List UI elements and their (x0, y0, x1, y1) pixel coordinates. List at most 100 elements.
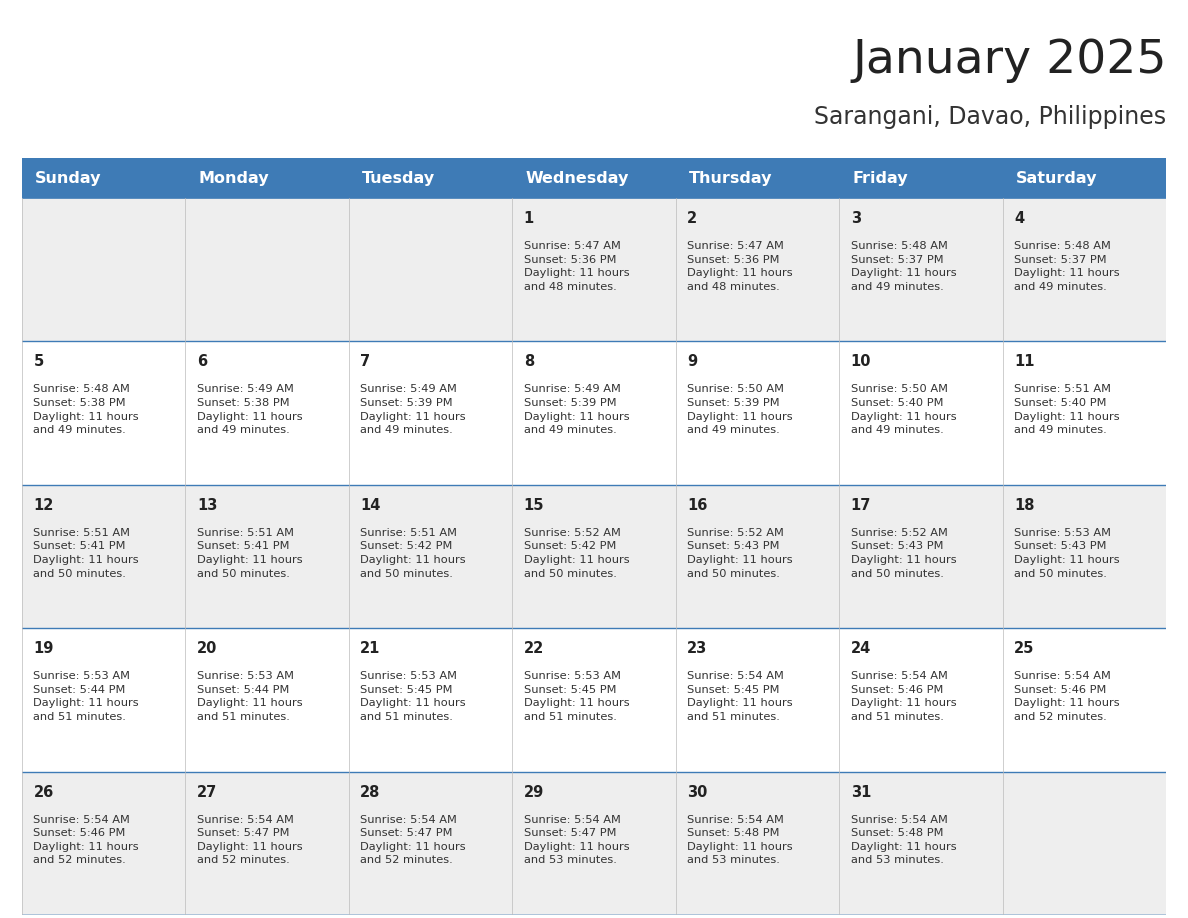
Bar (839, 158, 1003, 198)
Polygon shape (158, 847, 190, 881)
Text: Sunrise: 5:51 AM
Sunset: 5:42 PM
Daylight: 11 hours
and 50 minutes.: Sunrise: 5:51 AM Sunset: 5:42 PM Dayligh… (360, 528, 466, 578)
Bar (1003, 485, 1165, 628)
Text: Sunrise: 5:53 AM
Sunset: 5:45 PM
Daylight: 11 hours
and 51 minutes.: Sunrise: 5:53 AM Sunset: 5:45 PM Dayligh… (524, 671, 630, 722)
Text: 9: 9 (687, 354, 697, 369)
Text: 17: 17 (851, 498, 871, 513)
Text: 20: 20 (197, 641, 217, 656)
Bar (512, 341, 676, 485)
Text: Sunrise: 5:54 AM
Sunset: 5:47 PM
Daylight: 11 hours
and 52 minutes.: Sunrise: 5:54 AM Sunset: 5:47 PM Dayligh… (360, 814, 466, 866)
Text: 13: 13 (197, 498, 217, 513)
Text: Sunrise: 5:48 AM
Sunset: 5:38 PM
Daylight: 11 hours
and 49 minutes.: Sunrise: 5:48 AM Sunset: 5:38 PM Dayligh… (33, 385, 139, 435)
Bar (512, 485, 676, 628)
Text: Sunrise: 5:54 AM
Sunset: 5:48 PM
Daylight: 11 hours
and 53 minutes.: Sunrise: 5:54 AM Sunset: 5:48 PM Dayligh… (851, 814, 956, 866)
Bar (349, 485, 512, 628)
Text: Sunrise: 5:53 AM
Sunset: 5:44 PM
Daylight: 11 hours
and 51 minutes.: Sunrise: 5:53 AM Sunset: 5:44 PM Dayligh… (33, 671, 139, 722)
Text: Sunrise: 5:47 AM
Sunset: 5:36 PM
Daylight: 11 hours
and 48 minutes.: Sunrise: 5:47 AM Sunset: 5:36 PM Dayligh… (524, 241, 630, 292)
Bar (185, 198, 349, 341)
Text: January 2025: January 2025 (852, 39, 1167, 84)
Text: 12: 12 (33, 498, 53, 513)
Bar (23, 772, 185, 915)
Text: Sunrise: 5:48 AM
Sunset: 5:37 PM
Daylight: 11 hours
and 49 minutes.: Sunrise: 5:48 AM Sunset: 5:37 PM Dayligh… (1015, 241, 1119, 292)
Text: 24: 24 (851, 641, 871, 656)
Text: Sunday: Sunday (36, 171, 102, 185)
Text: 25: 25 (1015, 641, 1035, 656)
Text: 19: 19 (33, 641, 53, 656)
Bar (349, 158, 512, 198)
Bar (185, 628, 349, 772)
Text: Sunrise: 5:50 AM
Sunset: 5:39 PM
Daylight: 11 hours
and 49 minutes.: Sunrise: 5:50 AM Sunset: 5:39 PM Dayligh… (687, 385, 792, 435)
Bar (839, 628, 1003, 772)
Text: Sarangani, Davao, Philippines: Sarangani, Davao, Philippines (815, 105, 1167, 129)
Text: Saturday: Saturday (1016, 171, 1098, 185)
Text: Sunrise: 5:54 AM
Sunset: 5:45 PM
Daylight: 11 hours
and 51 minutes.: Sunrise: 5:54 AM Sunset: 5:45 PM Dayligh… (687, 671, 792, 722)
Bar (23, 198, 185, 341)
Text: 30: 30 (687, 785, 708, 800)
Text: Sunrise: 5:52 AM
Sunset: 5:43 PM
Daylight: 11 hours
and 50 minutes.: Sunrise: 5:52 AM Sunset: 5:43 PM Dayligh… (851, 528, 956, 578)
Bar (349, 628, 512, 772)
Text: Sunrise: 5:54 AM
Sunset: 5:47 PM
Daylight: 11 hours
and 52 minutes.: Sunrise: 5:54 AM Sunset: 5:47 PM Dayligh… (197, 814, 303, 866)
Bar (1003, 198, 1165, 341)
Text: 1: 1 (524, 211, 533, 226)
Text: Thursday: Thursday (689, 171, 772, 185)
Text: 21: 21 (360, 641, 380, 656)
Text: Sunrise: 5:52 AM
Sunset: 5:43 PM
Daylight: 11 hours
and 50 minutes.: Sunrise: 5:52 AM Sunset: 5:43 PM Dayligh… (687, 528, 792, 578)
Text: Wednesday: Wednesday (525, 171, 628, 185)
Text: General: General (55, 837, 153, 857)
Text: Sunrise: 5:54 AM
Sunset: 5:46 PM
Daylight: 11 hours
and 51 minutes.: Sunrise: 5:54 AM Sunset: 5:46 PM Dayligh… (851, 671, 956, 722)
Bar (512, 628, 676, 772)
Bar (839, 772, 1003, 915)
Text: 10: 10 (851, 354, 871, 369)
Text: Monday: Monday (198, 171, 270, 185)
Text: Sunrise: 5:50 AM
Sunset: 5:40 PM
Daylight: 11 hours
and 49 minutes.: Sunrise: 5:50 AM Sunset: 5:40 PM Dayligh… (851, 385, 956, 435)
Text: 23: 23 (687, 641, 707, 656)
Bar (349, 772, 512, 915)
Text: 7: 7 (360, 354, 371, 369)
Bar (839, 485, 1003, 628)
Bar (676, 628, 839, 772)
Bar (1003, 628, 1165, 772)
Text: Sunrise: 5:52 AM
Sunset: 5:42 PM
Daylight: 11 hours
and 50 minutes.: Sunrise: 5:52 AM Sunset: 5:42 PM Dayligh… (524, 528, 630, 578)
Bar (185, 158, 349, 198)
Text: 18: 18 (1015, 498, 1035, 513)
Text: 6: 6 (197, 354, 207, 369)
Text: Sunrise: 5:54 AM
Sunset: 5:47 PM
Daylight: 11 hours
and 53 minutes.: Sunrise: 5:54 AM Sunset: 5:47 PM Dayligh… (524, 814, 630, 866)
Bar (676, 485, 839, 628)
Text: Sunrise: 5:49 AM
Sunset: 5:38 PM
Daylight: 11 hours
and 49 minutes.: Sunrise: 5:49 AM Sunset: 5:38 PM Dayligh… (197, 385, 303, 435)
Text: 8: 8 (524, 354, 533, 369)
Text: Sunrise: 5:53 AM
Sunset: 5:45 PM
Daylight: 11 hours
and 51 minutes.: Sunrise: 5:53 AM Sunset: 5:45 PM Dayligh… (360, 671, 466, 722)
Text: 3: 3 (851, 211, 861, 226)
Bar (676, 198, 839, 341)
Bar (1003, 772, 1165, 915)
Text: Sunrise: 5:54 AM
Sunset: 5:46 PM
Daylight: 11 hours
and 52 minutes.: Sunrise: 5:54 AM Sunset: 5:46 PM Dayligh… (33, 814, 139, 866)
Bar (23, 158, 185, 198)
Text: Sunrise: 5:53 AM
Sunset: 5:44 PM
Daylight: 11 hours
and 51 minutes.: Sunrise: 5:53 AM Sunset: 5:44 PM Dayligh… (197, 671, 303, 722)
Bar (23, 485, 185, 628)
Bar (23, 341, 185, 485)
Text: 16: 16 (687, 498, 708, 513)
Bar (676, 772, 839, 915)
Text: Blue: Blue (95, 883, 150, 903)
Text: 14: 14 (360, 498, 380, 513)
Text: 22: 22 (524, 641, 544, 656)
Bar (676, 341, 839, 485)
Text: Sunrise: 5:47 AM
Sunset: 5:36 PM
Daylight: 11 hours
and 48 minutes.: Sunrise: 5:47 AM Sunset: 5:36 PM Dayligh… (687, 241, 792, 292)
Text: Tuesday: Tuesday (362, 171, 435, 185)
Text: Sunrise: 5:51 AM
Sunset: 5:41 PM
Daylight: 11 hours
and 50 minutes.: Sunrise: 5:51 AM Sunset: 5:41 PM Dayligh… (33, 528, 139, 578)
Text: 5: 5 (33, 354, 44, 369)
Bar (23, 628, 185, 772)
Bar (185, 341, 349, 485)
Text: Sunrise: 5:51 AM
Sunset: 5:41 PM
Daylight: 11 hours
and 50 minutes.: Sunrise: 5:51 AM Sunset: 5:41 PM Dayligh… (197, 528, 303, 578)
Text: Sunrise: 5:48 AM
Sunset: 5:37 PM
Daylight: 11 hours
and 49 minutes.: Sunrise: 5:48 AM Sunset: 5:37 PM Dayligh… (851, 241, 956, 292)
Text: 2: 2 (687, 211, 697, 226)
Text: 27: 27 (197, 785, 217, 800)
Bar (185, 485, 349, 628)
Bar (1003, 158, 1165, 198)
Text: Sunrise: 5:54 AM
Sunset: 5:48 PM
Daylight: 11 hours
and 53 minutes.: Sunrise: 5:54 AM Sunset: 5:48 PM Dayligh… (687, 814, 792, 866)
Bar (512, 772, 676, 915)
Bar (839, 198, 1003, 341)
Text: Sunrise: 5:51 AM
Sunset: 5:40 PM
Daylight: 11 hours
and 49 minutes.: Sunrise: 5:51 AM Sunset: 5:40 PM Dayligh… (1015, 385, 1119, 435)
Text: 26: 26 (33, 785, 53, 800)
Text: 31: 31 (851, 785, 871, 800)
Text: 28: 28 (360, 785, 380, 800)
Text: Sunrise: 5:49 AM
Sunset: 5:39 PM
Daylight: 11 hours
and 49 minutes.: Sunrise: 5:49 AM Sunset: 5:39 PM Dayligh… (360, 385, 466, 435)
